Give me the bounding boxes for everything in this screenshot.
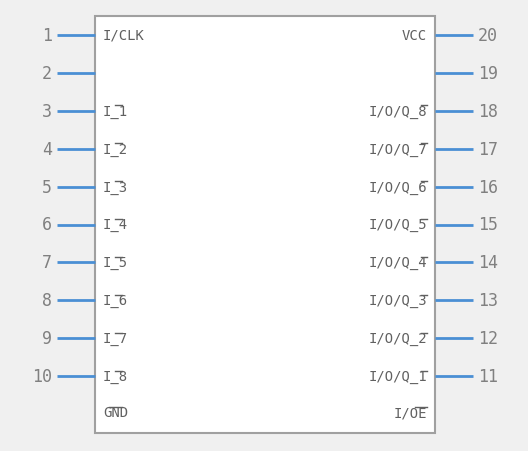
Text: I/O/Q_6: I/O/Q_6 [369, 180, 427, 194]
Text: GND: GND [103, 405, 128, 419]
Text: I_2: I_2 [103, 143, 128, 156]
Text: 5: 5 [42, 178, 52, 196]
Text: 14: 14 [478, 254, 498, 272]
Text: I_1: I_1 [103, 105, 128, 119]
Text: I/O/Q_3: I/O/Q_3 [369, 294, 427, 308]
Text: I_8: I_8 [103, 369, 128, 383]
Text: 8: 8 [42, 292, 52, 310]
Text: 2: 2 [42, 65, 52, 83]
Text: 12: 12 [478, 330, 498, 347]
Text: 17: 17 [478, 140, 498, 158]
Text: 1: 1 [42, 27, 52, 45]
Text: I/CLK: I/CLK [103, 29, 145, 43]
Text: I/O/Q_7: I/O/Q_7 [369, 143, 427, 156]
Text: I_4: I_4 [103, 218, 128, 232]
Text: I_3: I_3 [103, 180, 128, 194]
Text: 4: 4 [42, 140, 52, 158]
Text: 9: 9 [42, 330, 52, 347]
Text: 13: 13 [478, 292, 498, 310]
Text: 11: 11 [478, 367, 498, 385]
Text: 20: 20 [478, 27, 498, 45]
Text: I/O/Q_1: I/O/Q_1 [369, 369, 427, 383]
Text: I/O/Q_2: I/O/Q_2 [369, 331, 427, 345]
Text: I/O/Q_4: I/O/Q_4 [369, 256, 427, 270]
Bar [95, 17, 435, 433]
Text: 19: 19 [478, 65, 498, 83]
Text: I_7: I_7 [103, 331, 128, 345]
Text: 7: 7 [42, 254, 52, 272]
Text: 16: 16 [478, 178, 498, 196]
Text: I_5: I_5 [103, 256, 128, 270]
Text: 3: 3 [42, 102, 52, 120]
Text: 10: 10 [32, 367, 52, 385]
Text: I_6: I_6 [103, 294, 128, 308]
Text: VCC: VCC [402, 29, 427, 43]
Text: 6: 6 [42, 216, 52, 234]
Text: I/OE: I/OE [393, 405, 427, 419]
Text: I/O/Q_5: I/O/Q_5 [369, 218, 427, 232]
Text: 15: 15 [478, 216, 498, 234]
Text: I/O/Q_8: I/O/Q_8 [369, 105, 427, 119]
Text: 18: 18 [478, 102, 498, 120]
